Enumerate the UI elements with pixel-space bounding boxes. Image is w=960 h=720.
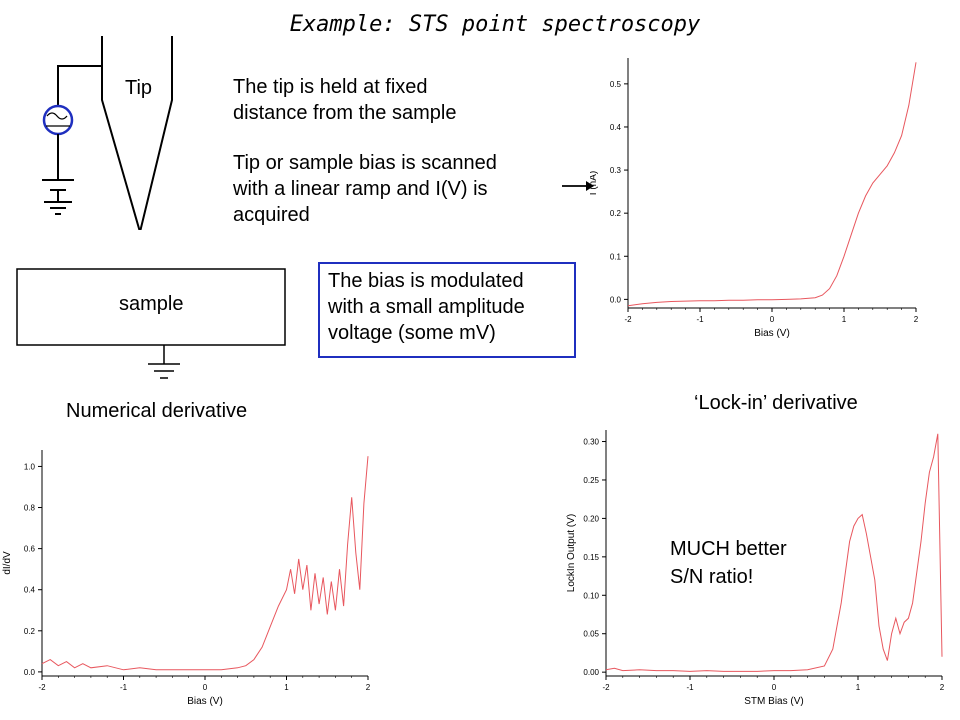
y-tick-label: 0.05 — [583, 630, 599, 639]
y-tick-label: 0.15 — [583, 553, 599, 562]
series-line — [627, 62, 917, 307]
x-tick-label: 2 — [366, 683, 371, 692]
y-tick-label: 0.25 — [583, 476, 599, 485]
iv-chart: 0.0 0.1 0.2 0.3 0.4 0.5 -2 -1 0 1 2 Bias (V) I (nA) — [590, 58, 919, 339]
x-tick-label: -2 — [624, 315, 632, 324]
sample-rect — [16, 268, 286, 346]
y-tick-label: 0.0 — [24, 668, 36, 677]
y-tick-label: 1.0 — [24, 462, 36, 471]
series-line — [41, 456, 369, 671]
y-tick-label: 0.2 — [24, 627, 36, 636]
tip-outline — [101, 36, 173, 230]
x-tick-label: 1 — [856, 683, 861, 692]
y-tick-label: 0.0 — [610, 295, 622, 304]
y-tick-label: 0.2 — [610, 209, 622, 218]
x-axis-label: Bias (V) — [187, 696, 223, 707]
x-axis-label: Bias (V) — [754, 328, 790, 339]
ground-icon — [42, 179, 74, 215]
numerical-derivative-label: Numerical derivative — [66, 400, 248, 422]
y-tick-label: 0.30 — [583, 438, 599, 447]
y-axis-label: dI/dV — [2, 551, 13, 575]
numerical-derivative-chart: 0.0 0.2 0.4 0.6 0.8 1.0 -2 -1 0 1 2 Bias (V) dI/dV — [2, 450, 371, 707]
x-tick-label: 0 — [772, 683, 777, 692]
y-tick-label: 0.3 — [610, 166, 622, 175]
y-tick-label: 0.5 — [610, 80, 622, 89]
modulation-box: The bias is modulated with a small ampli… — [318, 262, 576, 358]
explanation-text: The tip is held at fixed distance from t… — [233, 76, 497, 226]
x-tick-label: -2 — [602, 683, 610, 692]
sine-wave-icon — [46, 112, 68, 120]
x-tick-label: 0 — [203, 683, 208, 692]
y-tick-label: 0.4 — [610, 123, 622, 132]
x-axis-label: STM Bias (V) — [744, 696, 803, 707]
y-tick-label: 0.6 — [24, 545, 36, 554]
y-axis-label: I (nA) — [590, 171, 599, 195]
y-tick-label: 0.4 — [24, 586, 36, 595]
y-tick-label: 0.8 — [24, 504, 36, 513]
x-tick-label: -1 — [696, 315, 704, 324]
x-tick-label: 1 — [842, 315, 847, 324]
lockin-derivative-label: ‘Lock-in’ derivative — [694, 392, 858, 414]
sample-label: sample — [119, 293, 184, 315]
series-line — [605, 433, 943, 672]
page-title: Example: STS point spectroscopy — [289, 12, 701, 37]
tip-wire — [57, 65, 102, 106]
y-tick-label: 0.10 — [583, 591, 599, 600]
ac-source-icon — [42, 104, 74, 136]
tip-label: Tip — [125, 77, 153, 99]
y-tick-label: 0.20 — [583, 514, 599, 523]
sample-schematic — [16, 268, 286, 379]
y-tick-label: 0.00 — [583, 668, 599, 677]
x-tick-label: -2 — [38, 683, 46, 692]
snr-note: MUCH better S/N ratio! — [670, 538, 787, 588]
tip-schematic — [42, 36, 173, 230]
arrow-right-icon — [562, 181, 594, 191]
y-axis-label: LockIn Output (V) — [566, 514, 577, 592]
x-tick-label: 0 — [770, 315, 775, 324]
lockin-derivative-chart: 0.00 0.05 0.10 0.15 0.20 0.25 0.30 -2 -1 0 1 2 STM B… — [566, 430, 945, 707]
x-tick-label: -1 — [120, 683, 128, 692]
x-tick-label: -1 — [686, 683, 694, 692]
x-tick-label: 2 — [940, 683, 945, 692]
sample-ground-icon — [148, 363, 180, 379]
y-tick-label: 0.1 — [610, 252, 622, 261]
x-tick-label: 1 — [284, 683, 289, 692]
x-tick-label: 2 — [914, 315, 919, 324]
